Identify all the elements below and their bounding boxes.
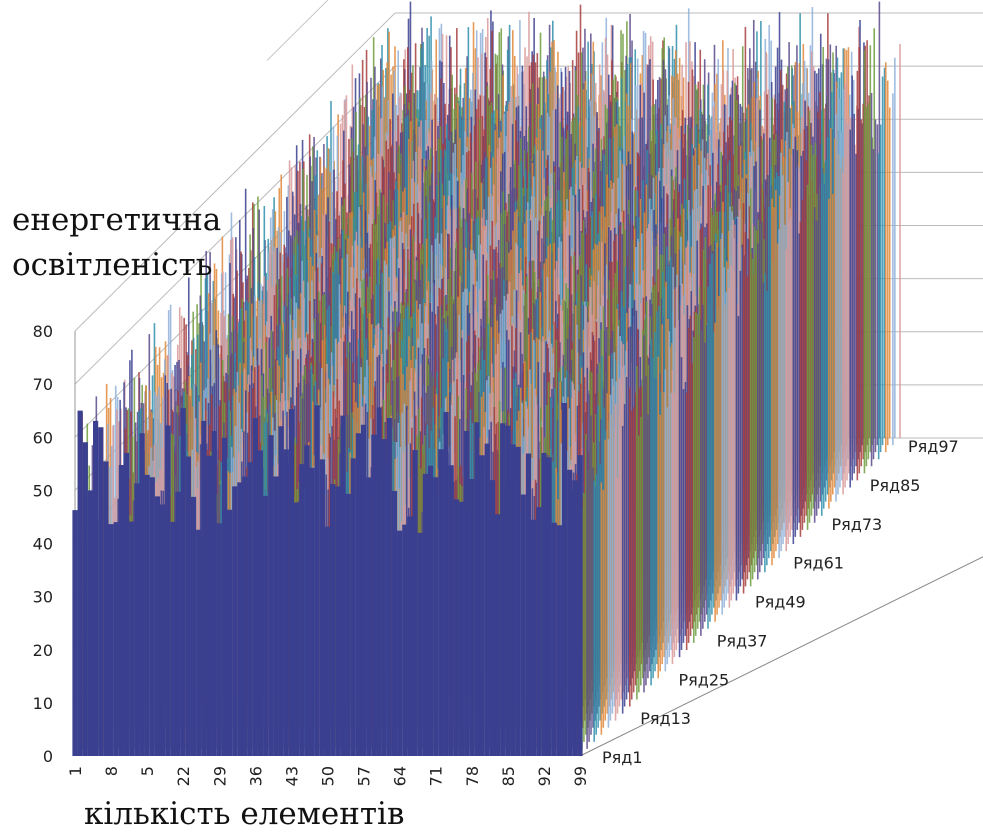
x-tick-label: 29 — [210, 766, 229, 786]
series-tick-label: Ряд85 — [870, 476, 921, 495]
x-tick-label: 57 — [355, 766, 374, 786]
series-tick-label: Ряд37 — [717, 631, 768, 650]
x-axis-title: кількість елементів — [84, 796, 405, 832]
y-tick-label: 40 — [33, 535, 53, 554]
x-tick-label: 8 — [102, 766, 121, 776]
series-tick-label: Ряд49 — [755, 593, 806, 612]
left-wall-gridline — [74, 12, 396, 332]
y-tick-label: 0 — [43, 747, 53, 766]
x-tick-label: 36 — [246, 766, 265, 786]
series-tick-label: Ряд73 — [832, 515, 883, 534]
y-tick-label: 70 — [33, 375, 53, 394]
left-wall-gridline — [74, 118, 396, 438]
x-tick-label: 78 — [463, 766, 482, 786]
x-tick-label: 99 — [571, 766, 590, 786]
x-tick-label: 5 — [138, 766, 157, 776]
front-series-bars — [72, 402, 583, 756]
x-tick-label: 50 — [319, 766, 338, 786]
y-tick-label: 80 — [33, 322, 53, 341]
y-tick-label: 30 — [33, 588, 53, 607]
series-tick-label: Ряд13 — [640, 709, 691, 728]
x-tick-label: 1 — [66, 766, 85, 776]
x-tick-label: 22 — [174, 766, 193, 786]
y-axis-title-line-2: освітленість — [12, 247, 213, 283]
y-tick-label: 20 — [33, 641, 53, 660]
y-axis-title-line-1: енергетична — [12, 202, 222, 238]
y-tick-label: 60 — [33, 428, 53, 447]
x-tick-label: 43 — [282, 766, 301, 786]
left-wall-gridline — [266, 0, 329, 61]
x-tick-label: 85 — [499, 766, 518, 786]
x-tick-label: 64 — [391, 766, 410, 786]
series-tick-label: Ряд1 — [602, 748, 643, 767]
x-axis-ticks: 1 8 5 22 29 36 43 50 57 64 71 78 85 92 99 — [66, 766, 590, 786]
series-axis-ticks: Ряд1 Ряд13 Ряд25 Ряд37 Ряд49 Ряд61 Ряд73 Ряд85 Р… — [602, 437, 959, 767]
y-tick-label: 10 — [33, 694, 53, 713]
series-axis-line — [579, 556, 983, 757]
series-tick-label: Ряд25 — [679, 670, 730, 689]
series-tick-label: Ряд97 — [908, 437, 959, 456]
left-wall-gridline — [74, 65, 396, 385]
x-tick-label: 92 — [535, 766, 554, 786]
x-tick-label: 71 — [427, 766, 446, 786]
y-axis-ticks: 0 10 20 30 40 50 60 70 80 — [33, 322, 53, 766]
y-tick-label: 50 — [33, 481, 53, 500]
series-tick-label: Ряд61 — [793, 554, 844, 573]
